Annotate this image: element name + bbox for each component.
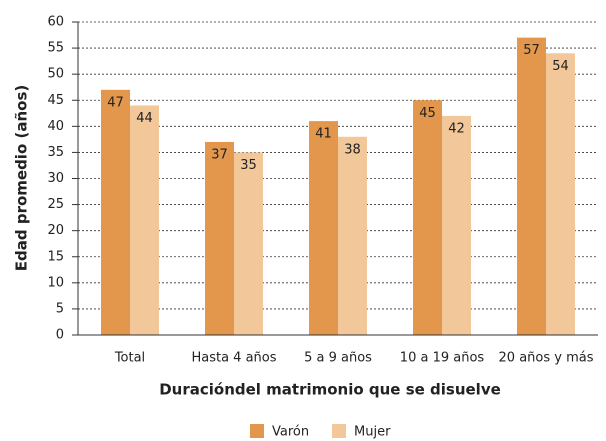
y-tick-label: 20 bbox=[47, 223, 64, 238]
data-label: 37 bbox=[211, 147, 228, 162]
data-label: 54 bbox=[552, 59, 569, 74]
legend-label: Varón bbox=[272, 425, 309, 440]
x-tick-label: 5 a 9 años bbox=[304, 351, 372, 366]
y-tick-label: 0 bbox=[56, 328, 64, 343]
bar bbox=[338, 136, 367, 335]
y-tick-label: 30 bbox=[47, 171, 64, 186]
x-tick-label: 10 a 19 años bbox=[400, 351, 485, 366]
y-tick-label: 25 bbox=[47, 197, 64, 212]
legend-swatch bbox=[250, 424, 264, 438]
y-tick-label: 5 bbox=[56, 301, 64, 316]
data-label: 47 bbox=[107, 95, 124, 110]
data-label: 42 bbox=[448, 121, 465, 136]
data-label: 44 bbox=[136, 111, 153, 126]
x-axis-title: Duracióndel matrimonio que se disuelve bbox=[159, 381, 501, 399]
bar bbox=[234, 152, 263, 335]
bar bbox=[309, 121, 338, 335]
y-tick-label: 50 bbox=[47, 67, 64, 82]
data-label: 41 bbox=[315, 127, 332, 142]
y-tick-label: 15 bbox=[47, 249, 64, 264]
y-tick-label: 35 bbox=[47, 145, 64, 160]
data-label: 45 bbox=[419, 106, 436, 121]
data-label: 35 bbox=[240, 158, 257, 173]
y-tick-label: 55 bbox=[47, 41, 64, 56]
x-tick-label: Total bbox=[114, 351, 145, 366]
data-label: 38 bbox=[344, 142, 361, 157]
legend-label: Mujer bbox=[354, 425, 391, 440]
y-axis-title: Edad promedio (años) bbox=[13, 85, 31, 271]
y-tick-label: 60 bbox=[47, 15, 64, 30]
y-tick-label: 40 bbox=[47, 119, 64, 134]
bar bbox=[101, 89, 130, 335]
bar bbox=[205, 141, 234, 335]
bar bbox=[517, 37, 546, 336]
bar bbox=[413, 100, 442, 335]
y-tick-label: 45 bbox=[47, 93, 64, 108]
y-tick-label: 10 bbox=[47, 275, 64, 290]
bar bbox=[130, 105, 159, 335]
bar bbox=[546, 53, 575, 336]
x-tick-label: 20 años y más bbox=[499, 351, 594, 366]
legend-swatch bbox=[332, 424, 346, 438]
x-tick-label: Hasta 4 años bbox=[191, 351, 276, 366]
data-label: 57 bbox=[523, 43, 540, 58]
bar bbox=[442, 115, 471, 336]
